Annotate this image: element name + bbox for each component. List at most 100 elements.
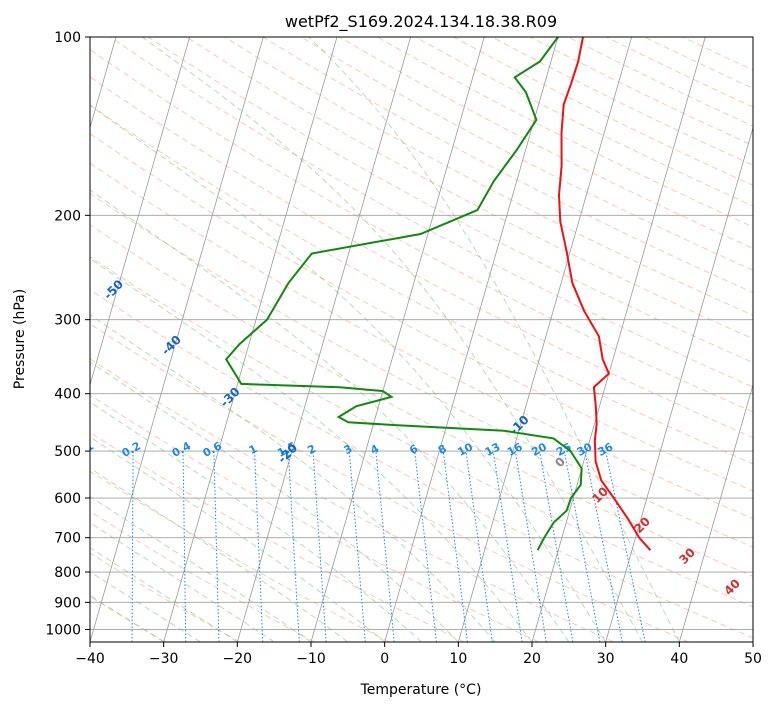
dewpoint-line [224, 37, 583, 551]
x-tick-label: 0 [380, 651, 389, 667]
dry-adiabat [90, 49, 753, 413]
mixing-ratio-line [465, 451, 493, 642]
x-tick-label: 10 [449, 651, 467, 667]
profiles [224, 37, 652, 551]
moist-adiabat [308, 37, 680, 642]
dry-adiabat [262, 37, 753, 294]
mixing-ratio-line [82, 451, 86, 642]
moist-adiabat [90, 104, 607, 642]
y-tick-label: 400 [54, 387, 81, 403]
mixing-ratio-label: 3 [342, 442, 355, 457]
isotherm-label: 20 [631, 514, 653, 536]
y-tick-label: 600 [54, 491, 81, 507]
moist-adiabat [90, 401, 422, 642]
dry-adiabat [300, 37, 753, 271]
axes: −40 −30 −20 −10 0 10 20 30 40 5010020030040050060… [45, 30, 762, 667]
mixing-ratio-label: 30 [575, 440, 595, 459]
isotherm [531, 37, 706, 642]
mixing-ratio-line [182, 451, 187, 642]
background-lines [82, 37, 753, 642]
chart-title: wetPf2_S169.2024.134.18.38.R09 [285, 12, 557, 32]
y-tick-label: 900 [54, 595, 81, 611]
x-tick-label: −20 [223, 651, 253, 667]
dry-adiabat [491, 37, 753, 166]
y-tick-label: 200 [54, 208, 81, 224]
isotherm-label: 30 [676, 545, 698, 567]
moist-adiabat [90, 547, 238, 642]
y-tick-label: 800 [54, 565, 81, 581]
mixing-ratio-label: 4 [368, 442, 381, 457]
dry-adiabat [90, 552, 241, 642]
moist-adiabat [90, 436, 385, 642]
isotherm [605, 126, 753, 642]
isotherm [678, 383, 753, 642]
mixing-ratio-label: 16 [505, 440, 525, 459]
mixing-ratio-label: 10 [455, 440, 475, 459]
mixing-ratio-line [563, 451, 601, 642]
dry-adiabat [109, 37, 753, 388]
x-tick-label: −40 [75, 651, 105, 667]
moist-adiabat [90, 522, 275, 642]
dry-adiabat [90, 162, 753, 520]
mixing-ratio-label: 25 [554, 440, 574, 459]
dry-adiabat [644, 37, 753, 89]
dry-adiabat [90, 358, 614, 642]
moist-adiabat [90, 257, 533, 642]
x-axis-label: Temperature (°C) [360, 682, 482, 698]
moist-adiabat [90, 189, 570, 642]
mixing-ratio-label: 0.2 [120, 439, 143, 460]
x-tick-label: 40 [670, 651, 688, 667]
moist-adiabat [90, 314, 496, 642]
mixing-ratio-line [442, 451, 469, 642]
dry-adiabat [90, 596, 166, 642]
isotherm [384, 37, 559, 642]
mixing-ratio-line [605, 451, 646, 642]
isotherm [163, 37, 338, 642]
mixing-ratio-line [312, 451, 327, 642]
y-tick-label: 100 [54, 30, 81, 46]
dry-adiabat [682, 37, 753, 71]
isotherm-label: -50 [101, 277, 126, 302]
isotherm-label: -70 [0, 170, 10, 195]
mixing-ratio-label: 0.1 [73, 439, 96, 460]
dry-adiabat [90, 289, 753, 639]
plot-frame [89, 36, 754, 643]
isotherm [236, 37, 412, 642]
dry-adiabat [90, 431, 465, 642]
mixing-ratio-line [584, 451, 623, 642]
isotherm-label: 10 [589, 484, 611, 506]
mixing-ratio-label: 13 [483, 440, 503, 459]
mixing-ratio-line [253, 451, 264, 642]
mixing-ratio-line [492, 451, 523, 642]
isotherm [752, 640, 753, 642]
isotherm [90, 37, 191, 387]
moist-adiabat [141, 37, 643, 642]
mixing-ratio-label: 1 [247, 442, 260, 457]
y-tick-label: 700 [54, 531, 81, 547]
moist-adiabat [90, 467, 349, 642]
x-tick-label: −30 [149, 651, 179, 667]
dry-adiabat [529, 37, 753, 147]
dry-adiabat [148, 37, 753, 364]
isotherm [310, 37, 485, 642]
moist-adiabat [90, 361, 459, 642]
line-labels: 0.10.20.40.611.52346810131620253036-100-… [0, 170, 743, 598]
mixing-ratio-line [514, 451, 547, 642]
x-tick-label: 50 [744, 651, 762, 667]
mixing-ratio-label: 20 [529, 440, 549, 459]
y-axis-label: Pressure (hPa) [12, 289, 28, 389]
dry-adiabat [377, 37, 753, 228]
dry-adiabat [90, 470, 390, 642]
dry-adiabat [90, 323, 689, 642]
isotherm-label: 0 [552, 454, 568, 470]
moist-adiabat [90, 495, 312, 642]
isotherm-label: -60 [43, 222, 68, 247]
mixing-ratio-line [287, 451, 300, 642]
mixing-ratio-line [375, 451, 395, 642]
dry-adiabat [90, 510, 315, 642]
y-tick-label: 300 [54, 313, 81, 329]
y-tick-label: 1000 [45, 622, 81, 638]
mixing-ratio-line [213, 451, 220, 642]
mixing-ratio-line [131, 451, 134, 642]
